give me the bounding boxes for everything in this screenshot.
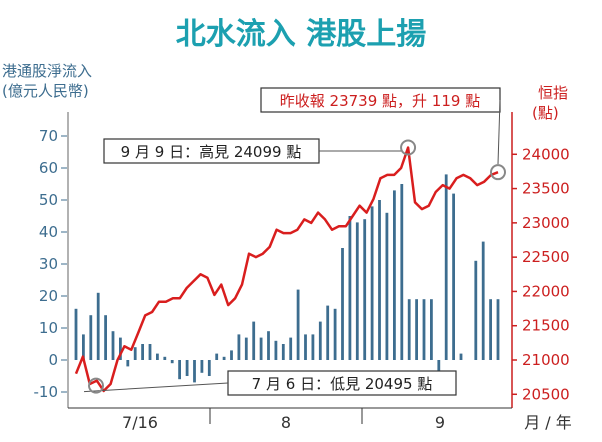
bar [318,321,322,360]
bar [89,315,93,360]
right-tick-label: 21000 [522,351,570,369]
left-tick-label: 40 [39,223,58,241]
bar [111,331,115,360]
bar [133,347,137,360]
left-axis-label-2: (億元人民幣) [2,82,89,100]
left-tick-label: 60 [39,159,58,177]
bar [74,308,78,360]
bar [304,334,307,360]
right-axis-label-2: (點) [532,104,559,122]
bar [200,360,204,373]
right-tick-label: 23000 [522,214,570,232]
bar [326,305,330,360]
bar [363,219,367,360]
right-axis-label-1: 恒指 [538,84,568,102]
low-marker [88,377,104,394]
bar [481,241,485,360]
bar [496,299,500,360]
bar [289,337,293,360]
bar [170,360,174,364]
bar [474,260,478,360]
x-tick-label: 8 [281,413,291,432]
low-leader-line [83,382,229,393]
bar [370,206,374,360]
hsi-line [74,146,499,393]
right-tick-label: 21500 [522,317,570,335]
x-tick-label: 9 [435,413,445,432]
bar [163,356,167,360]
bar [230,350,233,360]
left-axis-label-1: 港通股淨流入 [2,62,92,80]
bar [237,334,241,360]
bar [185,360,189,376]
bar [215,353,219,360]
bar [385,212,389,360]
bar [437,360,441,380]
bar [141,344,144,360]
bar-series [74,174,500,383]
right-tick-label: 24000 [522,145,570,163]
right-tick-label: 22000 [522,282,570,300]
bar [252,321,256,360]
bar [459,353,463,360]
bar [82,334,85,360]
left-tick-label: 0 [48,351,58,369]
bar [148,344,152,360]
bar [400,184,404,360]
right-tick-label: 23500 [522,180,570,198]
x-tick-label: 7/16 [122,413,158,432]
bar [415,299,418,360]
bar [259,337,263,360]
high-marker [400,139,417,156]
bar [444,174,448,360]
bar [341,248,344,360]
bar [156,353,159,360]
callouts: 9 月 9 日：高見 24099 點 7 月 6 日：低見 20495 點 昨收… [83,87,506,396]
bar [430,299,433,360]
bar [126,360,130,367]
close-callout-box [260,87,501,113]
axes: 70 60 50 40 30 20 10 0 -10 24000 23500 23000 22500 22… [34,112,572,432]
bar [311,334,315,360]
left-tick-label: 10 [39,319,58,337]
bar [333,308,337,360]
bar [207,360,211,376]
close-leader-line [497,99,501,165]
bar [489,299,492,360]
bar [348,216,352,360]
x-unit-label: 月 / 年 [524,413,572,432]
left-tick-label: 50 [39,191,58,209]
chart-title: 北水流入 港股上揚 [176,17,426,52]
bar [296,289,300,360]
left-tick-label: -10 [34,383,59,401]
low-callout-box [227,370,457,396]
left-tick-label: 30 [39,255,58,273]
close-marker [490,164,506,181]
bar [244,337,248,360]
bar [222,356,226,360]
bar [267,331,270,360]
bar [393,190,396,360]
left-tick-label: 20 [39,287,58,305]
bar [96,292,100,360]
right-tick-label: 20500 [522,385,570,403]
bar [407,299,411,360]
high-callout-text: 9 月 9 日：高見 24099 點 [121,143,302,161]
bar [274,340,278,360]
line-series [74,146,499,393]
bar [355,222,359,360]
bar [104,315,107,360]
close-callout-text: 昨收報 23739 點，升 119 點 [280,92,480,110]
bar [378,200,381,360]
bar [281,344,285,360]
right-tick-label: 22500 [522,248,570,266]
bar [193,360,196,383]
bar [119,337,122,360]
bar [178,360,181,380]
low-callout-text: 7 月 6 日：低見 20495 點 [252,375,433,393]
bar [452,193,455,360]
left-tick-label: 70 [39,127,58,145]
bar [422,299,426,360]
